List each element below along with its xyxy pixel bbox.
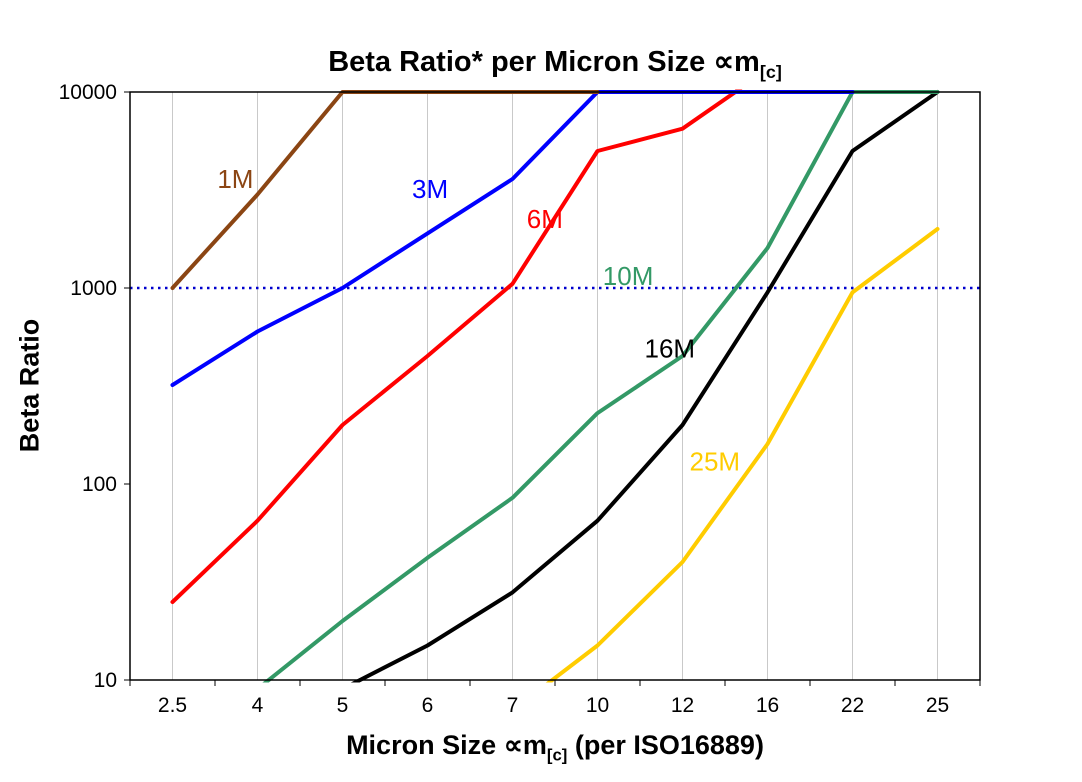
plot-border xyxy=(129,91,981,681)
x-tick-label-6: 6 xyxy=(422,694,434,717)
x-axis-title-post: (per ISO16889) xyxy=(567,730,764,760)
chart-title-text: Beta Ratio* per Micron Size ∝m xyxy=(328,46,760,78)
x-tick-label-4: 4 xyxy=(252,694,264,717)
series-line-25M xyxy=(545,227,940,683)
chart-title-subscript: [c] xyxy=(759,61,782,82)
x-tick-label-7: 7 xyxy=(507,694,519,717)
x-tick-label-25: 25 xyxy=(926,694,949,717)
series-line-6M xyxy=(170,89,743,604)
series-group xyxy=(170,89,940,683)
chart-title: Beta Ratio* per Micron Size ∝m[c] xyxy=(130,44,980,83)
y-tick-label-100: 100 xyxy=(82,473,117,496)
series-label-3M: 3M xyxy=(412,174,448,204)
series-line-16M xyxy=(350,90,940,683)
x-tick-label-10: 10 xyxy=(586,694,609,717)
y-tick-label-10000: 10000 xyxy=(59,81,117,104)
series-label-16M: 16M xyxy=(645,334,696,364)
series-label-1M: 1M xyxy=(217,164,253,194)
x-tick-label-2.5: 2.5 xyxy=(158,694,187,717)
y-tick-label-1000: 1000 xyxy=(70,277,117,300)
x-tick-label-12: 12 xyxy=(671,694,694,717)
x-tick-label-5: 5 xyxy=(337,694,349,717)
x-axis-title-pre: Micron Size ∝m xyxy=(346,730,547,760)
series-line-10M xyxy=(262,90,940,683)
x-tick-label-16: 16 xyxy=(756,694,779,717)
x-axis-title-subscript: [c] xyxy=(546,745,568,765)
series-label-6M: 6M xyxy=(527,204,563,234)
series-label-25M: 25M xyxy=(690,447,741,477)
y-tick-label-10: 10 xyxy=(94,669,117,692)
x-tick-label-22: 22 xyxy=(841,694,864,717)
series-label-10M: 10M xyxy=(603,261,654,291)
x-axis-title: Micron Size ∝m[c] (per ISO16889) xyxy=(130,730,980,765)
